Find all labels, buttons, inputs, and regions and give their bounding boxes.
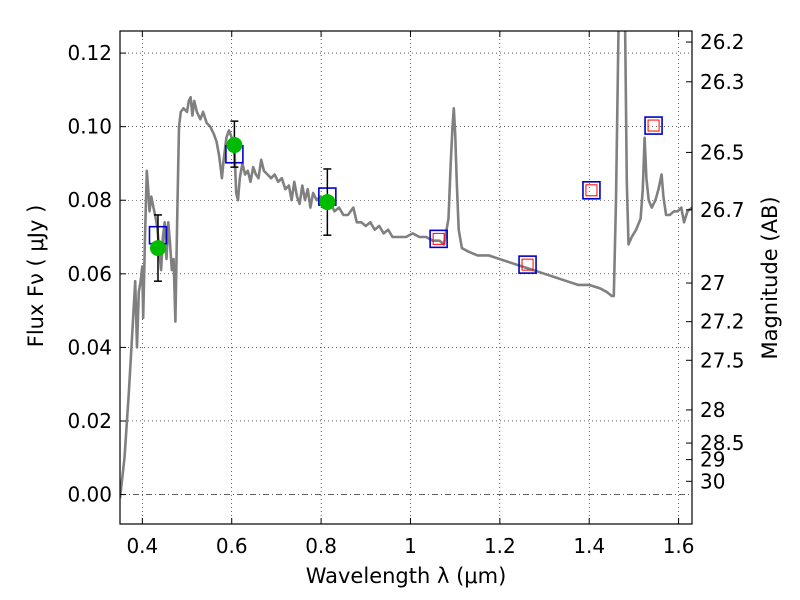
y-tick-label: 0.12: [67, 41, 112, 65]
x-tick-label: 1.6: [663, 534, 695, 558]
y-tick-label: 0.06: [67, 262, 112, 286]
x-tick-label: 1.4: [573, 534, 605, 558]
x-axis-label: Wavelength λ (μm): [306, 564, 507, 588]
y-axis-label: Flux Fν ( μJy ): [24, 205, 48, 348]
plot-frame: [119, 30, 693, 525]
right-tick-label: 26.3: [700, 70, 745, 94]
y-tick-label: 0.02: [67, 409, 112, 433]
right-tick-label: 28: [700, 398, 725, 422]
model-bandpass-square: [582, 181, 601, 200]
y-tick-label: 0.10: [67, 115, 112, 139]
model-bandpass-square: [429, 229, 448, 249]
model-inner-square: [521, 258, 534, 271]
right-tick-label: 29: [700, 448, 725, 472]
right-tick-label: 27.5: [700, 348, 745, 372]
x-tick-label: 0.6: [216, 534, 248, 558]
model-bandpass-square: [644, 116, 663, 135]
y-tick-label: 0.04: [67, 335, 112, 359]
sed-model-line: [120, 31, 692, 499]
right-tick-label: 30: [700, 469, 725, 493]
right-tick-label: 27.2: [700, 310, 745, 334]
model-inner-square: [432, 232, 445, 245]
y-tick-label: 0.08: [67, 188, 112, 212]
observed-point: [226, 137, 243, 154]
right-tick-label: 26.2: [700, 30, 745, 54]
x-axis-ticks: 0.4 0.6 0.8 1 1.2 1.4 1.6: [126, 31, 695, 558]
x-tick-label: 1: [404, 534, 417, 558]
model-inner-square: [585, 184, 598, 197]
x-tick-label: 1.2: [484, 534, 516, 558]
model-inner-square: [647, 119, 660, 132]
grid-lines: [120, 31, 692, 524]
data-series: [120, 31, 692, 499]
model-bandpass-square: [518, 255, 537, 274]
plot-content: [120, 31, 692, 499]
right-tick-label: 28.5: [700, 431, 745, 455]
right-axis-label: Magnitude (AB): [758, 196, 782, 359]
x-tick-label: 0.4: [126, 534, 158, 558]
y-axis-ticks: 0.00 0.02 0.04 0.06 0.08 0.10 0.12: [67, 41, 126, 507]
x-tick-label: 0.8: [305, 534, 337, 558]
right-tick-label: 26.7: [700, 198, 745, 222]
right-tick-label: 26.5: [700, 140, 745, 164]
y-tick-label: 0.00: [67, 483, 112, 507]
observed-point: [149, 240, 166, 257]
observed-point: [319, 194, 336, 211]
right-tick-label: 27: [700, 271, 725, 295]
